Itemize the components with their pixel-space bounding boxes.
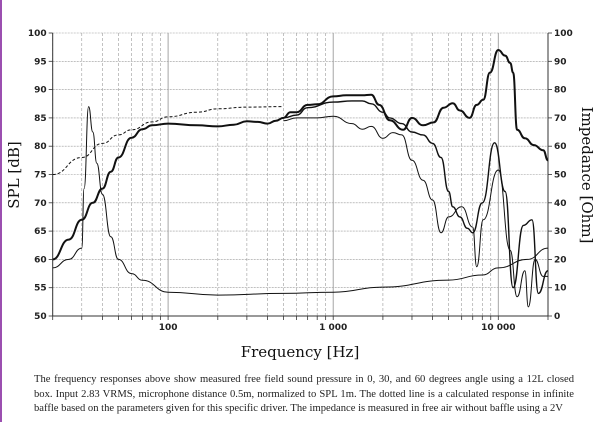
x-tick-label: 1 000 bbox=[319, 323, 347, 333]
x-tick-label: 100 bbox=[159, 323, 178, 333]
y-tick-label: 90 bbox=[34, 86, 47, 96]
page-edge-bar bbox=[0, 0, 2, 422]
x-axis-label: Frequency [Hz] bbox=[241, 343, 360, 361]
y-axis-label: SPL [dB] bbox=[5, 141, 23, 208]
series-group bbox=[52, 49, 549, 308]
spl-line-3 bbox=[283, 115, 548, 308]
y-tick-label: 85 bbox=[34, 114, 47, 124]
impedance-line bbox=[52, 106, 549, 296]
y-tick-label: 50 bbox=[34, 312, 47, 322]
y-tick-label: 55 bbox=[34, 284, 47, 294]
y2-tick-label: 80 bbox=[554, 86, 567, 96]
y2-tick-label: 10 bbox=[554, 284, 567, 294]
y-tick-label: 80 bbox=[34, 142, 47, 152]
y2-tick-label: 30 bbox=[554, 227, 567, 237]
y-tick-label: 65 bbox=[34, 227, 47, 237]
y2-tick-label: 20 bbox=[554, 255, 567, 265]
tick-labels: 50 0 55 10 60 20 65 30 70 40 75 50 80 60 85 70 90 80 95 90 1… bbox=[28, 29, 573, 333]
spl-line-1 bbox=[52, 49, 549, 261]
y-tick-label: 95 bbox=[34, 57, 47, 67]
y2-tick-label: 50 bbox=[554, 171, 567, 181]
y2-axis-label: Impedance [Ohm] bbox=[578, 107, 596, 244]
y2-tick-label: 60 bbox=[554, 142, 567, 152]
y-tick-label: 75 bbox=[34, 171, 47, 181]
y2-tick-label: 0 bbox=[554, 312, 560, 322]
y2-tick-label: 70 bbox=[554, 114, 567, 124]
spl-line-2 bbox=[283, 100, 549, 295]
frequency-response-chart: 50 0 55 10 60 20 65 30 70 40 75 50 80 60 85 70 90 80 95 90 1… bbox=[5, 29, 596, 361]
y2-tick-label: 40 bbox=[554, 199, 567, 209]
y-tick-label: 70 bbox=[34, 199, 47, 209]
y-tick-label: 60 bbox=[34, 255, 47, 265]
y-tick-label: 100 bbox=[28, 29, 47, 39]
y2-tick-label: 90 bbox=[554, 57, 567, 67]
axes bbox=[48, 32, 552, 320]
grid bbox=[52, 32, 549, 317]
caption: The frequency responses above show measu… bbox=[34, 374, 574, 414]
spl-line-4 bbox=[52, 106, 284, 175]
y2-tick-label: 100 bbox=[554, 29, 573, 39]
x-tick-label: 10 000 bbox=[481, 323, 515, 333]
